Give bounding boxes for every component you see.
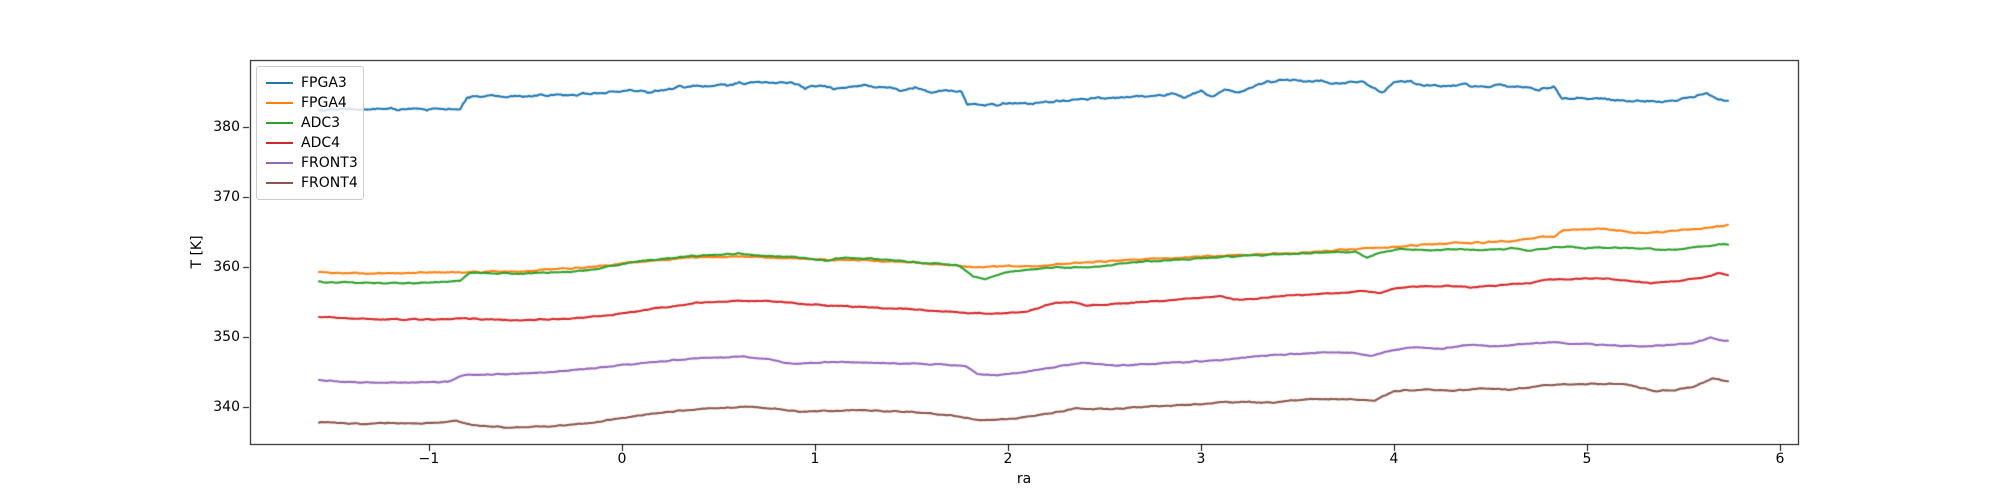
x-tick-label: 3: [1196, 451, 1206, 467]
legend-line-swatch-icon: [266, 161, 293, 165]
x-tick-label: −1: [418, 451, 440, 467]
legend-label: FPGA4: [301, 95, 347, 111]
legend-line-swatch-icon: [266, 141, 293, 145]
legend-item: FPGA3: [266, 73, 355, 93]
legend: FPGA3 FPGA4 ADC3 ADC4 FRONT3 FRONT4: [256, 66, 364, 200]
x-axis-label: ra: [1016, 471, 1032, 487]
y-tick-label: 360: [213, 259, 240, 275]
y-tick-label: 380: [213, 119, 240, 135]
legend-label: FRONT4: [301, 175, 358, 191]
legend-line-swatch-icon: [266, 81, 293, 85]
legend-item: ADC4: [266, 133, 355, 153]
y-tick-label: 350: [213, 329, 240, 345]
legend-label: FPGA3: [301, 75, 347, 91]
legend-line-swatch-icon: [266, 101, 293, 105]
x-tick-label: 1: [810, 451, 820, 467]
legend-line-swatch-icon: [266, 181, 293, 185]
x-tick-label: 4: [1389, 451, 1399, 467]
legend-line-swatch-icon: [266, 121, 293, 125]
legend-item: ADC3: [266, 113, 355, 133]
y-axis-label: T [K]: [189, 235, 205, 269]
x-tick-label: 2: [1003, 451, 1013, 467]
x-tick-label: 0: [617, 451, 627, 467]
x-tick-label: 5: [1582, 451, 1592, 467]
legend-item: FPGA4: [266, 93, 355, 113]
legend-label: ADC4: [301, 135, 341, 151]
y-tick-label: 340: [213, 399, 240, 415]
legend-item: FRONT3: [266, 153, 358, 173]
legend-label: FRONT3: [301, 155, 358, 171]
x-tick-label: 6: [1775, 451, 1785, 467]
y-tick-label: 370: [213, 189, 240, 205]
legend-item: FRONT4: [266, 173, 358, 193]
legend-label: ADC3: [301, 115, 341, 131]
